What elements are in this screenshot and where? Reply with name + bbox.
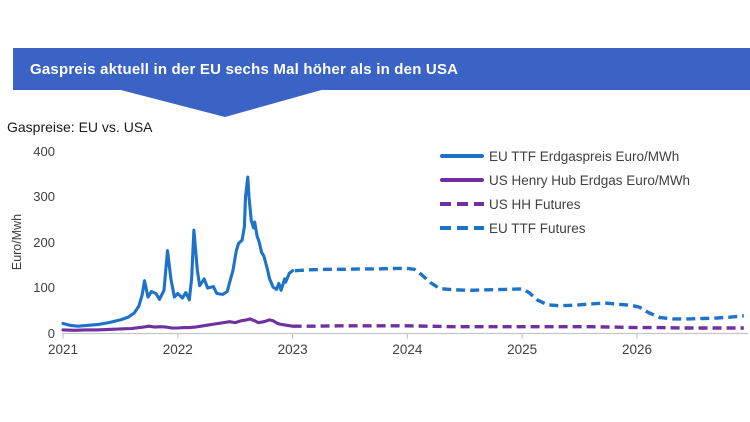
x-tick-label: 2025	[507, 342, 538, 357]
series-line-2	[292, 324, 744, 330]
legend-item-3: EU TTF Futures	[440, 216, 690, 240]
legend-label: US Henry Hub Erdgas Euro/MWh	[489, 172, 691, 188]
y-tick-label: 400	[33, 143, 55, 159]
legend-dashed-line-icon	[440, 226, 484, 230]
legend-label: EU TTF Erdgaspreis Euro/MWh	[489, 148, 680, 164]
x-tick-label: 2023	[277, 342, 308, 357]
series-line-0	[61, 175, 295, 328]
legend-dashed-line-icon	[440, 202, 484, 206]
x-tick-label: 2022	[162, 342, 193, 357]
headline-text: Gaspreis aktuell in der EU sechs Mal höh…	[30, 60, 459, 78]
series-line-1	[61, 317, 295, 332]
x-tick-label: 2021	[47, 342, 79, 357]
legend-item-2: US HH Futures	[440, 192, 690, 216]
x-tick-label: 2024	[392, 342, 423, 357]
y-tick-label: 200	[33, 234, 55, 250]
legend-solid-line-icon	[440, 154, 484, 158]
legend-label: US HH Futures	[489, 196, 581, 212]
y-tick-label: 100	[33, 280, 55, 295]
chart-title: Gaspreise: EU vs. USA	[7, 119, 153, 135]
y-tick-label: 0	[47, 325, 55, 341]
headline-banner: Gaspreis aktuell in der EU sechs Mal höh…	[13, 48, 750, 90]
x-tick-label: 2026	[621, 342, 653, 357]
legend-label: EU TTF Futures	[489, 220, 586, 236]
legend-solid-line-icon	[440, 178, 484, 182]
legend-item-1: US Henry Hub Erdgas Euro/MWh	[440, 168, 690, 192]
banner-pointer-arrow	[117, 89, 325, 117]
chart-legend: EU TTF Erdgaspreis Euro/MWh US Henry Hub …	[440, 144, 690, 240]
legend-item-0: EU TTF Erdgaspreis Euro/MWh	[440, 144, 690, 168]
y-tick-label: 300	[33, 189, 55, 204]
series-line-3	[294, 266, 744, 321]
